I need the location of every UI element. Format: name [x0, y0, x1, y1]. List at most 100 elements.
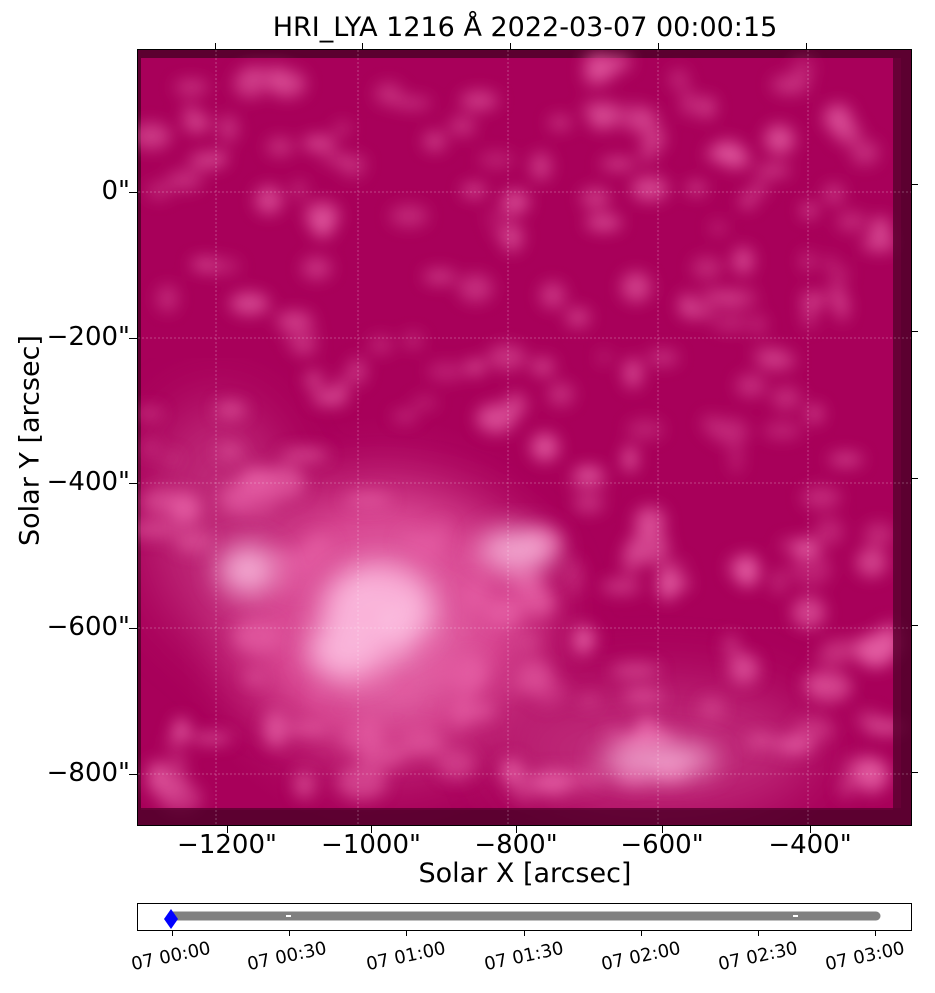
granule: [290, 340, 317, 355]
granule: [461, 184, 487, 198]
granule: [728, 653, 759, 685]
granule: [801, 673, 831, 689]
granule: [434, 519, 449, 552]
granule: [854, 710, 882, 727]
granule: [829, 266, 850, 280]
granule: [801, 252, 815, 271]
granule: [170, 492, 201, 525]
granule: [423, 131, 446, 151]
granule: [166, 170, 203, 191]
granule: [458, 274, 493, 303]
granule: [245, 672, 264, 684]
granule: [669, 69, 689, 90]
marker-diamond-icon: [164, 909, 178, 929]
granule: [465, 359, 486, 375]
y-tick-label: −200": [46, 322, 130, 352]
granule: [732, 247, 754, 275]
granule: [303, 534, 334, 566]
granule: [631, 176, 668, 201]
granule: [600, 158, 637, 170]
granule: [824, 184, 844, 205]
granule: [174, 80, 209, 94]
current-frame-marker[interactable]: [164, 909, 178, 929]
y-tick-mark-right: [911, 184, 918, 185]
granule: [483, 211, 517, 222]
granule: [287, 722, 331, 734]
granule: [765, 125, 796, 155]
granule: [174, 529, 213, 553]
granule: [835, 293, 849, 321]
granule: [802, 305, 816, 328]
granule: [304, 371, 323, 389]
x-tick-mark: [662, 826, 663, 833]
y-tick-label: 0": [101, 176, 130, 206]
granule: [448, 116, 476, 136]
granule: [138, 520, 179, 538]
granule: [540, 282, 566, 309]
granule: [793, 717, 835, 742]
granule: [334, 375, 348, 405]
y-tick-mark-right: [911, 331, 918, 332]
granule: [530, 357, 555, 377]
granule: [292, 180, 306, 200]
granule: [547, 382, 574, 406]
granule: [585, 214, 622, 231]
granule: [622, 690, 665, 702]
granule: [157, 285, 178, 312]
figure-title: HRI_LYA 1216 Å 2022-03-07 00:00:15: [272, 12, 778, 43]
x-tick-mark-top: [215, 43, 216, 49]
granule: [801, 486, 841, 509]
granule: [229, 292, 270, 315]
x-tick-label: −1200": [177, 830, 277, 860]
granule: [621, 272, 651, 303]
granule: [233, 619, 283, 653]
granule: [183, 103, 198, 116]
granule: [340, 723, 385, 753]
granule: [452, 697, 468, 730]
y-tick-mark-right: [911, 478, 918, 479]
x-tick-mark: [371, 826, 372, 833]
granule: [805, 404, 824, 423]
granule: [723, 633, 739, 658]
time-slider[interactable]: [137, 903, 912, 931]
granule: [392, 97, 432, 109]
granule: [146, 182, 172, 200]
granule: [691, 257, 723, 279]
granule: [517, 573, 542, 606]
granule: [514, 635, 542, 651]
granule: [216, 402, 245, 414]
granule: [752, 314, 766, 335]
timeline-tick-label: 07 01:00: [364, 937, 448, 976]
timeline-tick-label: 07 02:00: [599, 937, 683, 976]
y-tick-mark: [129, 338, 137, 339]
granule: [626, 419, 664, 440]
granule: [711, 315, 751, 332]
granule: [814, 517, 844, 546]
granule: [789, 551, 832, 587]
granule: [460, 91, 498, 111]
granule: [628, 529, 670, 565]
y-tick-label: −400": [46, 467, 130, 497]
granule: [169, 755, 188, 767]
granule: [478, 152, 515, 168]
granule: [573, 494, 604, 513]
granule: [711, 418, 749, 445]
timeline-tick-mark: [289, 931, 290, 936]
granule: [584, 52, 612, 81]
granule: [841, 755, 884, 781]
granule: [565, 308, 590, 327]
x-tick-label: −800": [474, 830, 558, 860]
solar-image[interactable]: [137, 49, 912, 826]
granule: [280, 449, 329, 461]
granule: [801, 203, 817, 218]
granule: [750, 180, 767, 197]
time-slider-track: [168, 911, 881, 921]
y-tick-label: −800": [46, 758, 130, 788]
granule: [771, 386, 801, 410]
granule: [476, 403, 516, 434]
granule: [576, 629, 599, 648]
granule: [709, 222, 727, 234]
granule: [219, 115, 238, 142]
x-tick-mark: [810, 826, 811, 833]
granule: [405, 724, 438, 742]
